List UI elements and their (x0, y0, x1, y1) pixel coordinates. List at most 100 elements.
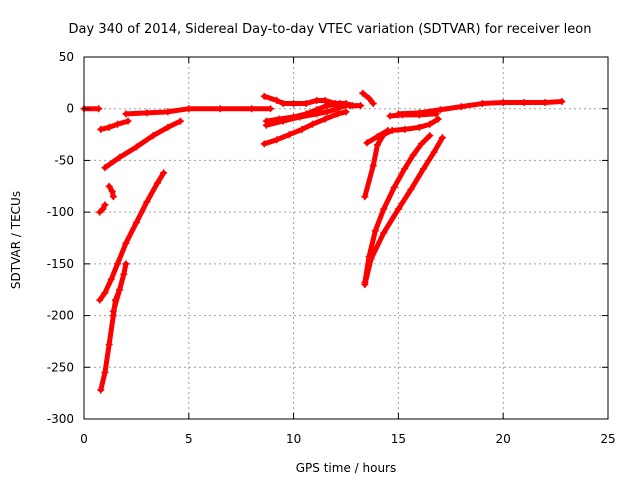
series-line (102, 118, 183, 171)
tick-layer: 0 5 10 15 20 25 50 0 -50 -100 -150 -200 -250 -300 (47, 50, 616, 446)
data-point-marker (380, 229, 388, 237)
data-series (105, 182, 117, 201)
data-point-marker (346, 102, 354, 110)
data-point-marker (260, 92, 268, 100)
data-point-marker (176, 117, 184, 125)
x-tick-label: 5 (185, 432, 193, 446)
data-point-marker (334, 110, 342, 118)
data-point-marker (153, 179, 161, 187)
data-series (97, 117, 132, 133)
data-series (260, 108, 350, 148)
y-axis-label: SDTVAR / TECUs (9, 191, 23, 289)
data-point-marker (164, 123, 172, 131)
data-point-marker (323, 102, 331, 110)
y-tick-label: -100 (47, 205, 74, 219)
data-point-marker (361, 193, 369, 201)
data-point-marker (332, 102, 340, 110)
data-point-marker (373, 133, 381, 141)
data-point-marker (457, 103, 465, 111)
data-point-marker (96, 208, 104, 216)
data-point-marker (401, 165, 409, 173)
data-point-marker (122, 239, 130, 247)
chart-title: Day 340 of 2014, Sidereal Day-to-day VTE… (69, 22, 592, 37)
data-point-marker (279, 100, 287, 108)
data-point-marker (109, 193, 117, 201)
data-point-marker (132, 218, 140, 226)
data-point-marker (164, 108, 172, 116)
data-point-marker (386, 112, 394, 120)
data-point-marker (107, 275, 115, 283)
data-series (109, 260, 130, 315)
x-axis-label: GPS time / hours (296, 461, 397, 475)
data-point-marker (434, 115, 442, 123)
data-point-marker (114, 260, 122, 268)
data-series (262, 102, 348, 129)
data-point-marker (95, 105, 103, 113)
data-point-marker (296, 113, 304, 121)
series-layer (80, 89, 566, 394)
data-point-marker (313, 96, 321, 104)
data-series (101, 117, 184, 172)
x-tick-label: 25 (600, 432, 615, 446)
data-point-marker (558, 97, 566, 105)
data-point-marker (520, 99, 528, 107)
data-point-marker (267, 105, 275, 113)
data-point-marker (273, 136, 281, 144)
data-point-marker (323, 108, 331, 116)
data-point-marker (426, 132, 434, 140)
data-point-marker (122, 110, 130, 118)
data-point-marker (415, 109, 423, 117)
data-point-marker (401, 125, 409, 133)
data-point-marker (321, 115, 329, 123)
data-point-marker (96, 296, 104, 304)
data-point-marker (97, 386, 105, 394)
data-point-marker (285, 131, 293, 139)
x-tick-label: 10 (286, 432, 301, 446)
data-series (359, 89, 377, 108)
series-line (110, 261, 129, 314)
data-point-marker (321, 96, 329, 104)
data-point-marker (380, 205, 388, 213)
data-point-marker (116, 153, 124, 161)
data-point-marker (160, 169, 168, 177)
data-point-marker (298, 125, 306, 133)
x-tick-label: 0 (80, 432, 88, 446)
data-point-marker (417, 140, 425, 148)
data-series (394, 97, 566, 118)
data-point-marker (361, 281, 369, 289)
data-point-marker (109, 307, 117, 315)
data-point-marker (105, 123, 113, 131)
data-point-marker (430, 148, 438, 156)
data-point-marker (394, 205, 402, 213)
data-series (96, 201, 109, 216)
data-point-marker (279, 117, 287, 125)
data-point-marker (367, 255, 375, 263)
data-series (361, 115, 442, 201)
data-point-marker (342, 108, 350, 116)
series-line (261, 109, 349, 147)
data-point-marker (185, 105, 193, 113)
data-point-marker (120, 270, 128, 278)
data-point-marker (438, 134, 446, 142)
data-point-marker (248, 105, 256, 113)
data-point-marker (409, 151, 417, 159)
data-point-marker (260, 140, 268, 148)
data-point-marker (216, 105, 224, 113)
data-point-marker (149, 132, 157, 140)
data-point-marker (499, 99, 507, 107)
data-point-marker (369, 100, 377, 108)
data-point-marker (373, 141, 381, 149)
y-tick-label: -250 (47, 360, 74, 374)
data-point-marker (369, 162, 377, 170)
x-tick-label: 20 (496, 432, 511, 446)
data-point-marker (124, 117, 132, 125)
data-point-marker (97, 125, 105, 133)
data-point-marker (371, 227, 379, 235)
y-tick-label: -200 (47, 309, 74, 323)
data-point-marker (273, 96, 281, 104)
data-point-marker (420, 165, 428, 173)
data-point-marker (143, 198, 151, 206)
series-line (362, 135, 445, 288)
